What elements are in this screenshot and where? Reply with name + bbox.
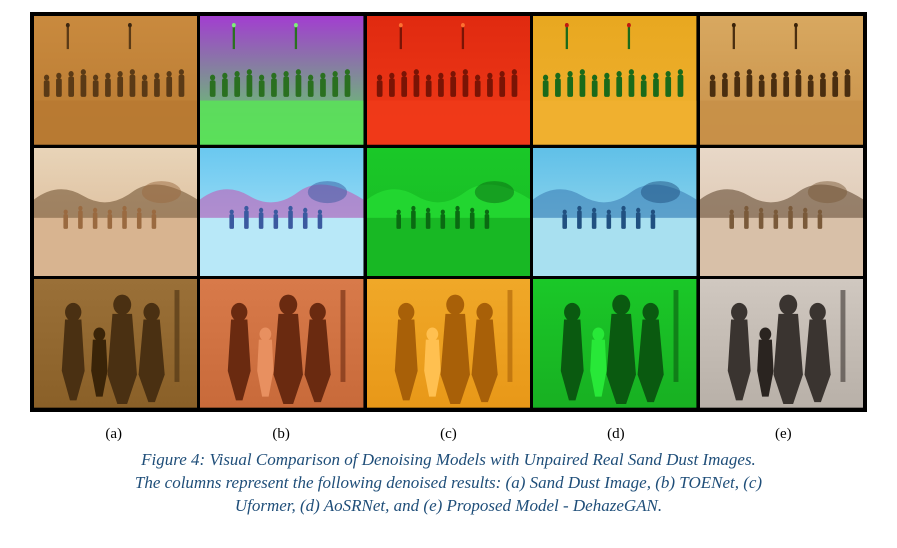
cell-r1c3 — [367, 16, 530, 145]
cell-r2c5 — [700, 148, 863, 277]
figure-caption: Figure 4: Visual Comparison of Denoising… — [30, 449, 867, 518]
col-label-a: (a) — [30, 426, 197, 443]
caption-line-3: Uformer, (d) AoSRNet, and (e) Proposed M… — [235, 496, 662, 515]
caption-line-2: The columns represent the following deno… — [135, 473, 762, 492]
cell-r3c5 — [700, 279, 863, 408]
column-labels-row: (a) (b) (c) (d) (e) — [30, 426, 867, 443]
cell-r2c3 — [367, 148, 530, 277]
cell-r2c4 — [533, 148, 696, 277]
cell-r3c2 — [200, 279, 363, 408]
col-label-c: (c) — [365, 426, 532, 443]
cell-r2c1 — [34, 148, 197, 277]
caption-line-1: Figure 4: Visual Comparison of Denoising… — [141, 450, 756, 469]
cell-r3c3 — [367, 279, 530, 408]
cell-r1c5 — [700, 16, 863, 145]
cell-r1c2 — [200, 16, 363, 145]
cell-r3c1 — [34, 279, 197, 408]
cell-r2c2 — [200, 148, 363, 277]
col-label-e: (e) — [700, 426, 867, 443]
cell-r1c4 — [533, 16, 696, 145]
cell-r3c4 — [533, 279, 696, 408]
col-label-b: (b) — [197, 426, 364, 443]
cell-r1c1 — [34, 16, 197, 145]
col-label-d: (d) — [532, 426, 699, 443]
comparison-grid — [30, 12, 867, 412]
